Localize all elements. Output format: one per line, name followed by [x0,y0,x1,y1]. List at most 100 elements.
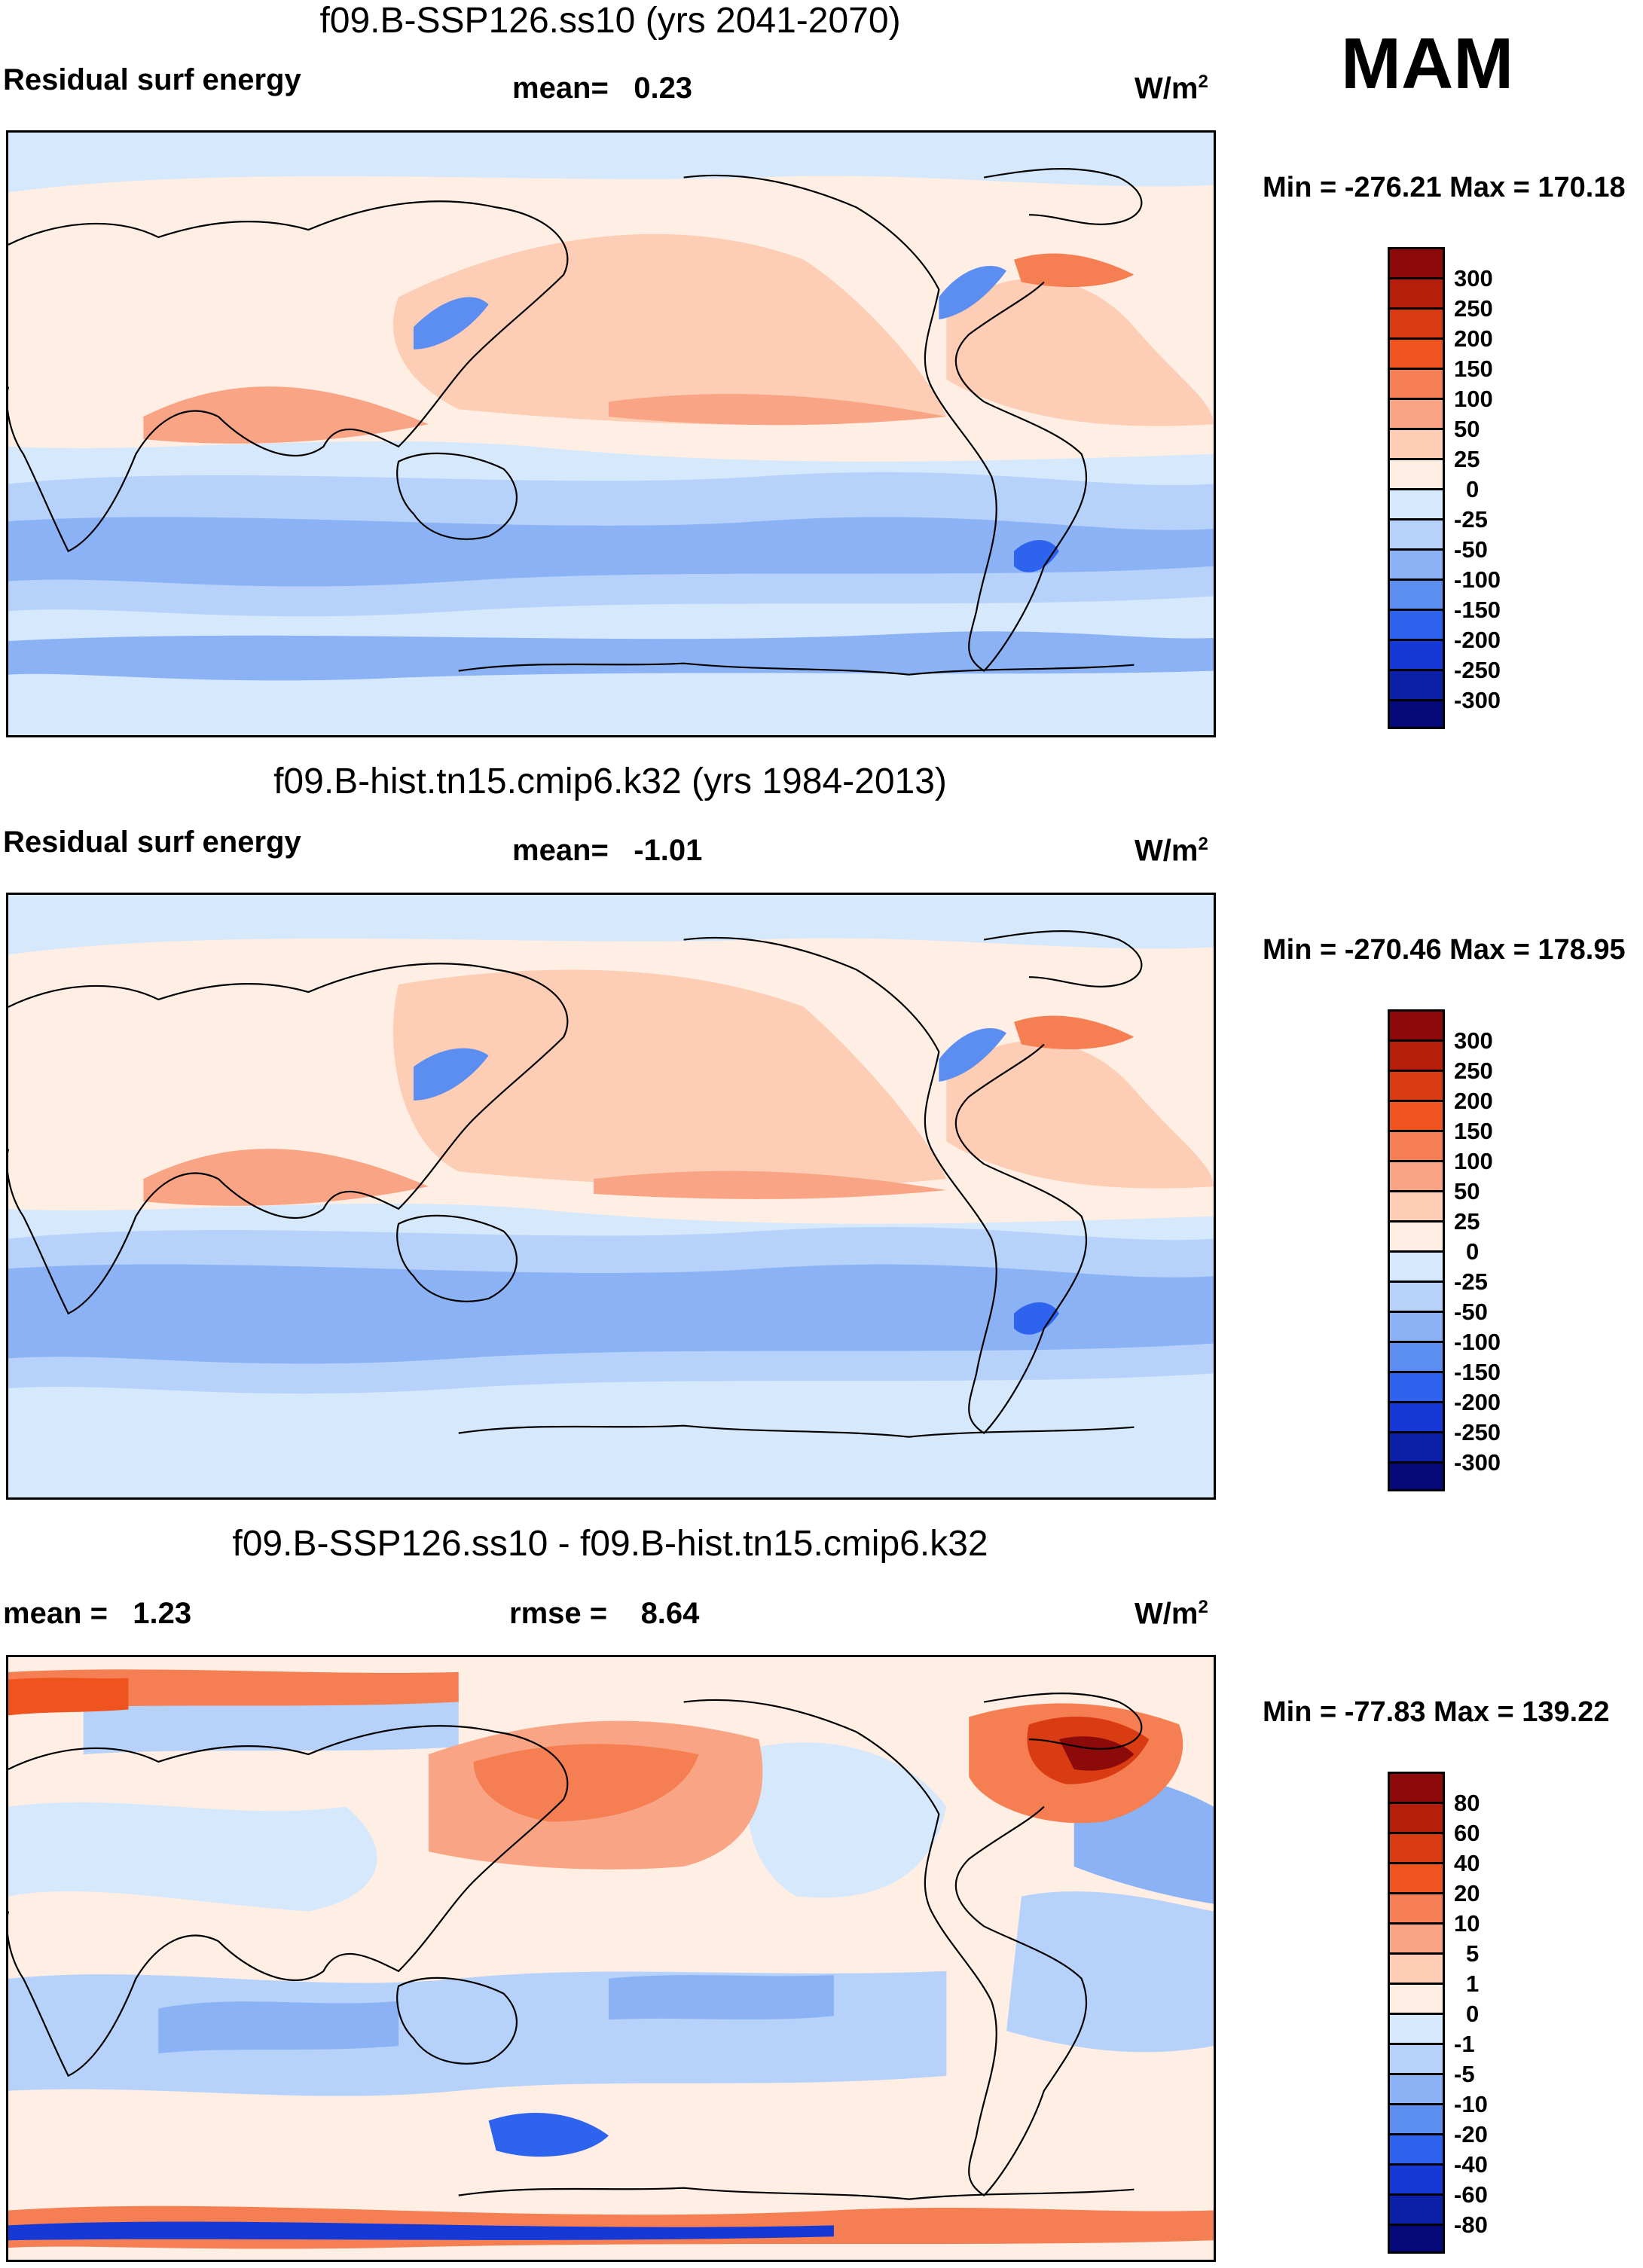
colorbar-tick-label: 10 [1454,1910,1480,1937]
colorbar-tick-label: -25 [1454,1268,1488,1295]
colorbar-tick-label: 1 [1466,1970,1480,1997]
colorbar-swatch [1388,277,1445,307]
panel-2-colorbar [1388,1009,1445,1491]
colorbar-tick-label: 200 [1454,325,1493,352]
colorbar-tick-label: 25 [1454,1208,1480,1235]
colorbar-swatch [1388,1802,1445,1832]
colorbar-swatch [1388,1160,1445,1190]
colorbar-tick-label: -150 [1454,1359,1501,1385]
colorbar-tick-label: -20 [1454,2121,1488,2147]
panel-2-minmax: Min = -270.46 Max = 178.95 [1263,934,1626,966]
panel-2-map [6,893,1216,1500]
colorbar-swatch [1388,1461,1445,1491]
map-field-1 [8,133,1214,735]
colorbar-swatch [1388,1431,1445,1461]
colorbar-swatch [1388,337,1445,368]
season-label: MAM [1341,23,1514,104]
colorbar-tick-label: -50 [1454,536,1488,563]
colorbar-swatch [1388,2103,1445,2133]
colorbar-tick-label: -1 [1454,2031,1475,2057]
colorbar-swatch [1388,368,1445,398]
colorbar-tick-label: 300 [1454,1027,1493,1054]
colorbar-tick-label: -5 [1454,2061,1475,2087]
colorbar-tick-label: -300 [1454,1449,1501,1476]
colorbar-swatch [1388,1401,1445,1431]
map-field-3 [8,1657,1214,2260]
colorbar-swatch [1388,2043,1445,2073]
map-field-2 [8,895,1214,1497]
colorbar-swatch [1388,609,1445,639]
colorbar-swatch [1388,1039,1445,1070]
colorbar-tick-label: 0 [1466,476,1480,502]
colorbar-tick-label: 100 [1454,386,1493,412]
colorbar-swatch [1388,2133,1445,2163]
colorbar-swatch [1388,1892,1445,1922]
colorbar-tick-label: 150 [1454,1118,1493,1144]
colorbar-swatch [1388,1862,1445,1892]
colorbar-swatch [1388,1250,1445,1281]
colorbar-tick-label: -60 [1454,2181,1488,2208]
colorbar-tick-label: 250 [1454,295,1493,322]
colorbar-swatch [1388,428,1445,458]
panel-2-variable-label: Residual surf energy [3,826,301,859]
colorbar-tick-label: 60 [1454,1820,1480,1846]
colorbar-swatch [1388,518,1445,548]
colorbar-tick-label: 40 [1454,1850,1480,1876]
colorbar-swatch [1388,2013,1445,2043]
colorbar-tick-label: -200 [1454,1389,1501,1415]
panel-3-mean-label: mean = 1.23 [3,1597,192,1630]
colorbar-tick-label: -40 [1454,2151,1488,2178]
panel-1-variable-label: Residual surf energy [3,63,301,96]
colorbar-swatch [1388,1070,1445,1100]
colorbar-tick-label: -100 [1454,1329,1501,1355]
colorbar-swatch [1388,2193,1445,2224]
colorbar-swatch [1388,548,1445,578]
colorbar-swatch [1388,307,1445,337]
colorbar-tick-label: 200 [1454,1088,1493,1114]
colorbar-tick-label: -80 [1454,2212,1488,2238]
colorbar-tick-label: 300 [1454,265,1493,292]
panel-3-rmse-label: rmse = 8.64 [509,1597,700,1630]
colorbar-swatch [1388,1371,1445,1401]
panel-1-mean-label: mean= 0.23 [512,72,693,105]
panel-3-title: f09.B-SSP126.ss10 - f09.B-hist.tn15.cmip… [232,1524,988,1564]
colorbar-swatch [1388,1130,1445,1160]
colorbar-swatch [1388,1281,1445,1311]
panel-3-map [6,1655,1216,2262]
colorbar-swatch [1388,1983,1445,2013]
colorbar-swatch [1388,1100,1445,1130]
colorbar-swatch [1388,2073,1445,2103]
colorbar-tick-label: -10 [1454,2091,1488,2117]
colorbar-swatch [1388,2163,1445,2193]
colorbar-swatch [1388,1009,1445,1039]
colorbar-swatch [1388,1220,1445,1250]
colorbar-tick-label: 5 [1466,1940,1480,1967]
panel-1-minmax: Min = -276.21 Max = 170.18 [1263,172,1626,203]
colorbar-swatch [1388,1311,1445,1341]
colorbar-swatch [1388,398,1445,428]
colorbar-tick-label: -50 [1454,1299,1488,1325]
colorbar-swatch [1388,1832,1445,1862]
colorbar-swatch [1388,1190,1445,1220]
panel-2-units: W/m2 [1135,834,1208,868]
colorbar-swatch [1388,1922,1445,1952]
colorbar-tick-label: 80 [1454,1790,1480,1816]
colorbar-tick-label: 50 [1454,416,1480,442]
colorbar-tick-label: 50 [1454,1178,1480,1204]
panel-1-units: W/m2 [1135,72,1208,105]
panel-2-mean-label: mean= -1.01 [512,834,703,867]
colorbar-tick-label: 100 [1454,1148,1493,1174]
colorbar-swatch [1388,247,1445,277]
colorbar-tick-label: 25 [1454,446,1480,472]
colorbar-swatch [1388,669,1445,699]
colorbar-swatch [1388,639,1445,669]
colorbar-tick-label: -250 [1454,657,1501,683]
colorbar-swatch [1388,699,1445,729]
colorbar-tick-label: -25 [1454,506,1488,533]
colorbar-tick-label: 150 [1454,356,1493,382]
panel-3-colorbar [1388,1772,1445,2254]
colorbar-swatch [1388,458,1445,488]
colorbar-swatch [1388,2224,1445,2254]
panel-3-units: W/m2 [1135,1597,1208,1631]
colorbar-tick-label: -100 [1454,566,1501,593]
